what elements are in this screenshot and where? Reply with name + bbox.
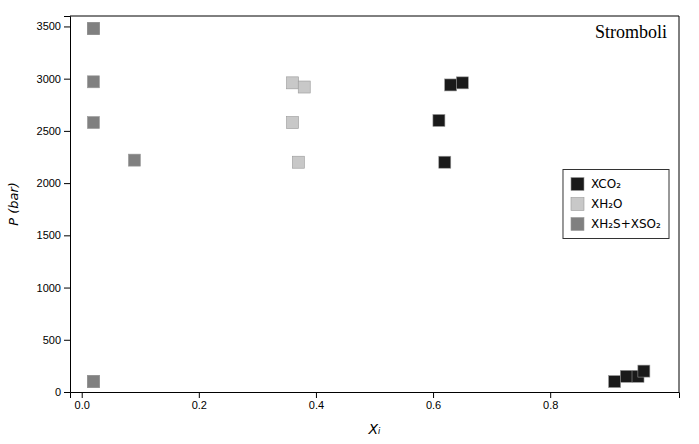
legend-label: XCO₂ [591,177,621,191]
frame-right [679,16,680,392]
y-tick: 3500 [37,20,70,32]
y-tick-label: 2000 [37,177,61,189]
y-tick-label: 2500 [37,125,61,137]
y-tick-label: 500 [43,334,61,346]
y-tick: 0 [55,386,70,398]
x-tick-mark [433,392,434,398]
y-axis: 0 500 1000 1500 2000 2500 3000 3500 [37,17,71,399]
plot: 0.0 0.2 0.4 0.6 0.8 0 500 1000 1500 2000 2500 3000 3… [37,16,680,411]
y-tick-label: 3500 [37,20,61,32]
point [87,376,99,388]
x-tick-mark [316,392,317,398]
point [128,154,140,166]
point [433,114,445,126]
x-tick: 0.2 [192,392,207,411]
point [456,77,468,89]
frame-top [70,16,679,17]
y-tick-label: 1000 [37,282,61,294]
y-tick: 1000 [37,282,70,294]
point [287,77,299,89]
point [87,76,99,88]
x-tick-mark [199,392,200,398]
y-tick-label: 3000 [37,73,61,85]
legend-item: XCO₂ [571,177,621,191]
series [87,23,140,388]
legend-swatch [571,198,584,211]
point [87,376,99,388]
y-tick-mark [64,340,70,341]
y-tick-mark [64,79,70,80]
point [298,81,310,93]
point [87,117,99,129]
point [439,156,451,168]
y-axis-line [64,17,71,393]
x-tick-label: 0.6 [426,399,441,411]
point [87,23,99,35]
y-tick: 2000 [37,177,70,189]
point [638,365,650,377]
y-tick-mark [64,131,70,132]
y-tick-label: 1500 [37,229,61,241]
x-axis-title: Xᵢ [367,421,381,437]
y-tick: 500 [43,334,70,346]
series [87,77,310,388]
x-tick-mark [550,392,551,398]
x-tick-mark [82,392,83,398]
x-tick-label: 0.4 [309,399,324,411]
chart: 0.0 0.2 0.4 0.6 0.8 0 500 1000 1500 2000 2500 3000 3… [0,0,699,444]
legend-swatch [571,178,584,191]
y-tick-mark [64,288,70,289]
x-axis-line [71,393,680,399]
x-tick: 0.0 [75,392,90,411]
legend-box [563,170,669,239]
legend-item: XH₂S+XSO₂ [571,217,661,231]
x-axis: 0.0 0.2 0.4 0.6 0.8 [71,392,680,411]
legend-item: XH₂O [571,197,623,211]
point [609,376,621,388]
point [87,376,99,388]
x-tick: 0.6 [426,392,441,411]
x-tick: 0.4 [309,392,324,411]
y-tick: 2500 [37,125,70,137]
x-tick-label: 0.0 [75,399,90,411]
point [292,156,304,168]
y-tick: 1500 [37,229,70,241]
y-tick-mark [64,392,70,393]
point [287,117,299,129]
point [620,370,632,382]
y-tick-label: 0 [55,386,61,398]
y-tick: 3000 [37,73,70,85]
x-tick: 0.8 [543,392,558,411]
y-axis-title: P (bar) [6,182,21,226]
x-tick-label: 0.2 [192,399,207,411]
y-tick-mark [64,183,70,184]
x-tick-label: 0.8 [543,399,558,411]
legend: XCO₂ XH₂O XH₂S+XSO₂ [563,170,669,239]
title: Stromboli [595,22,667,42]
point [445,79,457,91]
legend-label: XH₂S+XSO₂ [591,217,661,231]
y-tick-mark [64,26,70,27]
legend-label: XH₂O [591,197,623,211]
legend-swatch [571,218,584,231]
point [87,23,99,35]
y-tick-mark [64,235,70,236]
